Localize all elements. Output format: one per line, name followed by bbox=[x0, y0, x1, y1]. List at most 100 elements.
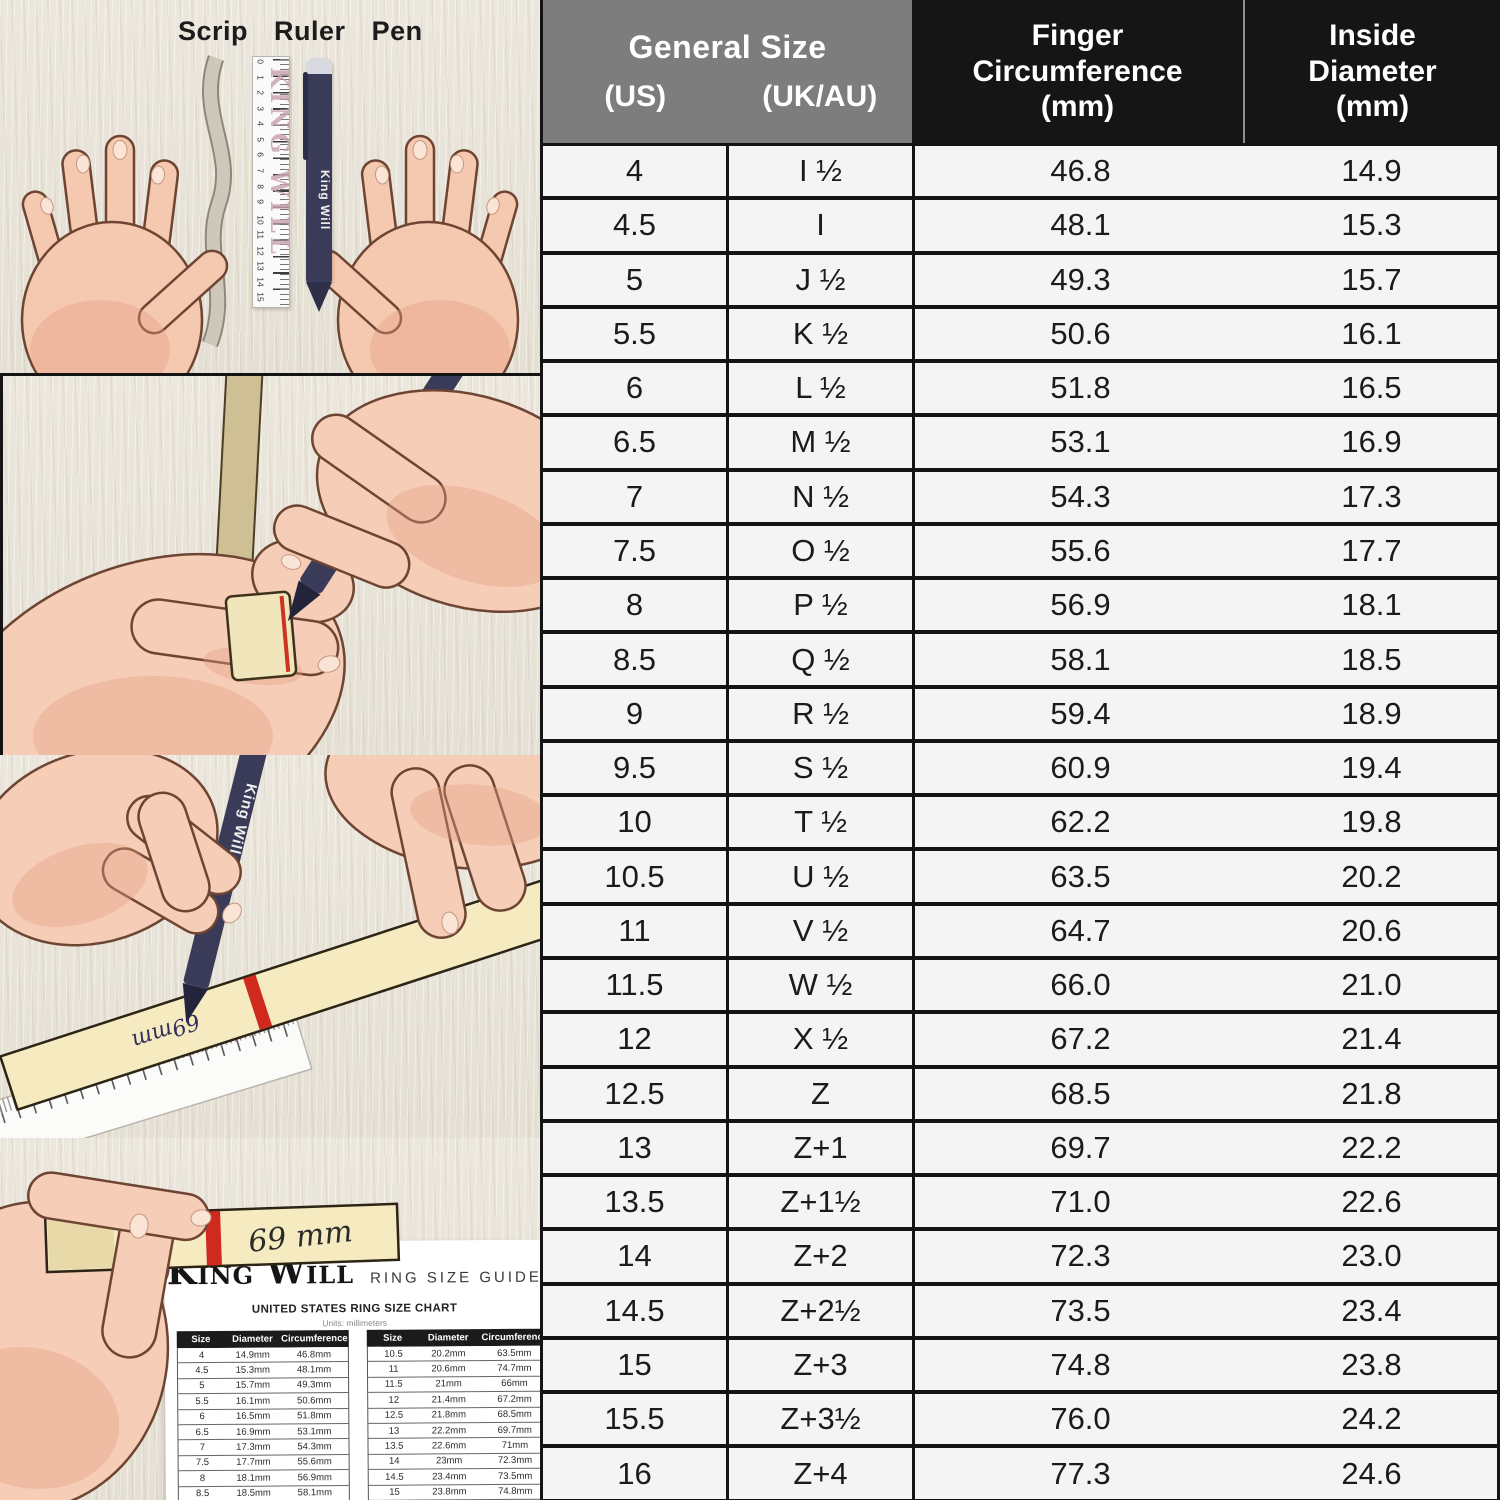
mini-chart-header-cell: Size bbox=[191, 1334, 211, 1346]
cell-inside-diameter: 20.2 bbox=[1246, 851, 1500, 906]
ruler-number: 11 bbox=[255, 230, 266, 240]
standing-strip bbox=[214, 376, 264, 582]
cell-finger-circumference: 68.5 bbox=[915, 1068, 1246, 1123]
mini-size-chart-left: Size Diameter Circumference 4 14.9mm 46.8m… bbox=[176, 1330, 350, 1500]
brand-logo: King Will bbox=[166, 1252, 355, 1294]
mini-cell-diameter: 15.3mm bbox=[225, 1362, 281, 1379]
cell-ukau-size: X ½ bbox=[729, 1014, 915, 1069]
tool-label: Pen bbox=[371, 16, 423, 46]
cell-finger-circumference: 77.3 bbox=[915, 1448, 1246, 1500]
ruler-number: 4 bbox=[255, 121, 266, 127]
mini-cell-diameter: 23mm bbox=[419, 1453, 479, 1470]
paper-logo-row: King Will RING SIZE GUIDE bbox=[164, 1252, 540, 1294]
cell-ukau-size: W ½ bbox=[729, 959, 915, 1015]
mini-chart-header-cell: Circumference bbox=[481, 1331, 540, 1344]
mini-cell-circumference: 74.8mm bbox=[478, 1484, 540, 1500]
mini-cell-circumference: 55.6mm bbox=[280, 1454, 349, 1471]
index-finger bbox=[27, 1171, 210, 1242]
pen-clip bbox=[303, 72, 308, 160]
panel-wrap-strip bbox=[0, 373, 540, 755]
cell-ukau-size: Z+1 bbox=[729, 1122, 915, 1178]
ruler-number: 10 bbox=[255, 214, 266, 225]
mini-chart-header-cell: Size bbox=[383, 1332, 403, 1344]
cell-us-size: 4.5 bbox=[543, 200, 729, 255]
mark-measure-illustration: KING WILL 69mm bbox=[0, 755, 540, 1138]
mini-cell-circumference: 46.8mm bbox=[279, 1347, 348, 1363]
cell-ukau-size: R ½ bbox=[729, 688, 915, 743]
cell-us-size: 14 bbox=[543, 1231, 729, 1286]
red-mark bbox=[243, 974, 273, 1030]
cell-finger-circumference: 71.0 bbox=[915, 1177, 1246, 1232]
header-us-label: (US) bbox=[604, 80, 667, 113]
cell-us-size: 7.5 bbox=[543, 525, 729, 581]
header-inside-diameter: Inside Diameter (mm) bbox=[1243, 0, 1500, 143]
cell-finger-circumference: 69.7 bbox=[915, 1122, 1246, 1178]
mini-cell-circumference: 66mm bbox=[477, 1376, 540, 1393]
cell-us-size: 12 bbox=[543, 1014, 729, 1069]
cell-inside-diameter: 22.2 bbox=[1246, 1122, 1500, 1178]
cell-ukau-size: M ½ bbox=[729, 417, 915, 472]
hand-holding-pen bbox=[272, 388, 540, 614]
mini-cell-size: 7 bbox=[178, 1440, 227, 1456]
paper-strip-icon bbox=[201, 55, 233, 348]
cell-ukau-size: N ½ bbox=[729, 471, 915, 526]
table-body: 4 I ½ 46.8 14.9 4.5 I 48.1 15.3 5 J ½ 49… bbox=[543, 146, 1500, 1500]
cell-us-size: 9 bbox=[543, 688, 729, 743]
mini-cell-circumference: 53.1mm bbox=[280, 1424, 349, 1440]
mini-cell-circumference: 50.6mm bbox=[280, 1393, 349, 1410]
ring-size-table: General Size (US) (UK/AU) Finger Circumf… bbox=[540, 0, 1500, 1500]
guide-title: RING SIZE GUIDE bbox=[370, 1268, 540, 1287]
left-hand-illustration bbox=[20, 134, 229, 373]
pen-icon: King Will bbox=[303, 58, 332, 282]
cell-inside-diameter: 17.3 bbox=[1246, 471, 1500, 526]
mini-cell-circumference: 69.7mm bbox=[478, 1422, 540, 1439]
mini-cell-size: 5.5 bbox=[178, 1394, 226, 1410]
cell-inside-diameter: 23.4 bbox=[1246, 1285, 1500, 1340]
illustration-column: Scrip Ruler Pen bbox=[0, 0, 540, 1500]
cell-finger-circumference: 51.8 bbox=[915, 363, 1246, 418]
mini-chart-header-cell: Diameter bbox=[427, 1332, 469, 1344]
wrap-strip-illustration bbox=[3, 376, 540, 755]
cell-inside-diameter: 22.6 bbox=[1246, 1177, 1500, 1232]
cell-us-size: 8.5 bbox=[543, 634, 729, 689]
cell-finger-circumference: 62.2 bbox=[915, 797, 1246, 852]
cell-finger-circumference: 76.0 bbox=[915, 1394, 1246, 1449]
cell-us-size: 8 bbox=[543, 580, 729, 635]
cell-ukau-size: L ½ bbox=[729, 363, 915, 418]
mini-cell-diameter: 16.1mm bbox=[225, 1393, 281, 1410]
mini-cell-diameter: 20.6mm bbox=[419, 1361, 478, 1378]
pen-icon bbox=[287, 376, 483, 622]
cell-us-size: 13.5 bbox=[543, 1177, 729, 1232]
mini-cell-size: 6.5 bbox=[178, 1424, 227, 1441]
cell-inside-diameter: 15.7 bbox=[1246, 254, 1500, 309]
mini-cell-diameter: 17.3mm bbox=[226, 1439, 281, 1456]
mini-cell-circumference: 67.2mm bbox=[477, 1391, 540, 1408]
cell-inside-diameter: 16.1 bbox=[1246, 308, 1500, 364]
cell-inside-diameter: 16.9 bbox=[1246, 417, 1500, 472]
pen-brand-label: King Will bbox=[226, 782, 260, 857]
header-general-size-label: General Size bbox=[628, 29, 827, 65]
cell-finger-circumference: 50.6 bbox=[915, 308, 1246, 364]
cell-ukau-size: I ½ bbox=[729, 146, 915, 201]
mini-cell-diameter: 18.5mm bbox=[226, 1486, 281, 1500]
cell-finger-circumference: 53.1 bbox=[915, 417, 1246, 472]
mini-cell-size: 5 bbox=[178, 1378, 226, 1395]
mini-chart-body: 10.5 20.2mm 63.5mm 11 20.6mm 74.7mm 11.5… bbox=[366, 1345, 540, 1500]
mini-cell-diameter: 22.6mm bbox=[419, 1438, 479, 1455]
cell-inside-diameter: 23.0 bbox=[1246, 1231, 1500, 1286]
mini-cell-diameter: 16.9mm bbox=[225, 1424, 281, 1441]
mini-cell-size: 14 bbox=[368, 1454, 420, 1471]
mini-cell-size: 4.5 bbox=[177, 1363, 226, 1380]
mini-chart-header: Size Diameter Circumference bbox=[366, 1328, 540, 1347]
mini-cell-circumference: 68.5mm bbox=[478, 1407, 540, 1424]
cell-us-size: 14.5 bbox=[543, 1285, 729, 1340]
cell-finger-circumference: 46.8 bbox=[915, 146, 1246, 201]
ruler-number: 15 bbox=[255, 292, 266, 303]
header-ukau-label: (UK/AU) bbox=[762, 80, 878, 113]
cell-finger-circumference: 48.1 bbox=[915, 200, 1246, 255]
mini-cell-size: 7.5 bbox=[178, 1455, 227, 1472]
ruler-number: 5 bbox=[255, 137, 266, 142]
mini-cell-diameter: 21.4mm bbox=[419, 1392, 479, 1409]
mini-cell-diameter: 20.2mm bbox=[419, 1346, 478, 1362]
hand-pressing-strip bbox=[324, 755, 540, 939]
